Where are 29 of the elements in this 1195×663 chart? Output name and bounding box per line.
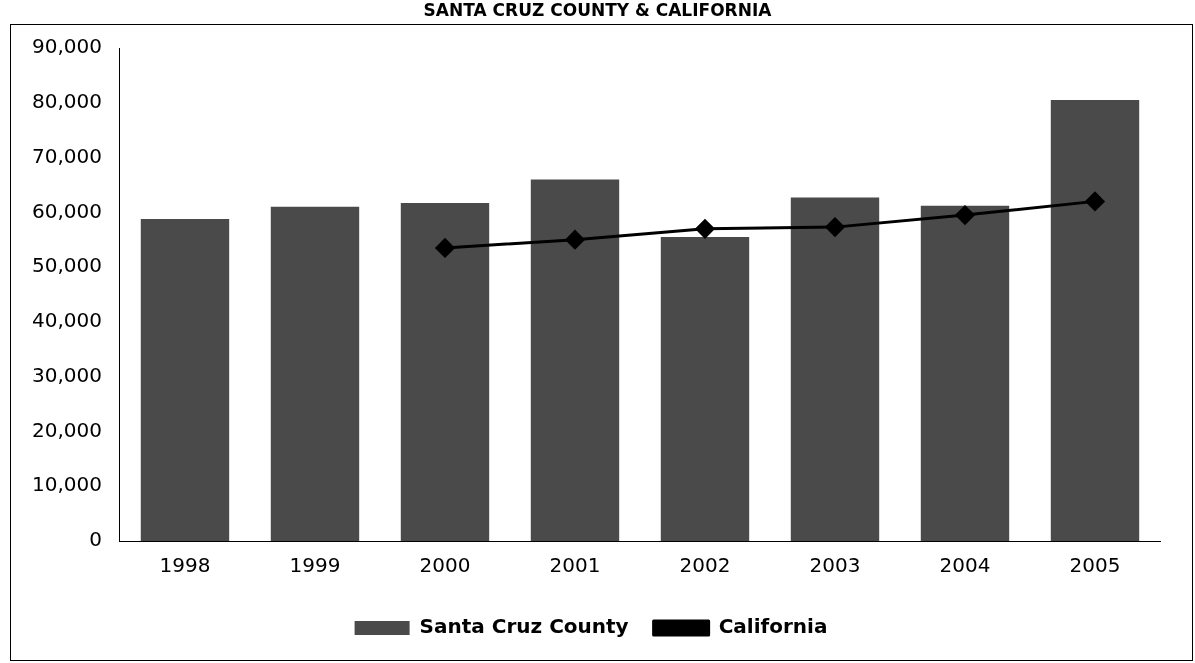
x-tick-label: 2002 bbox=[679, 553, 731, 578]
y-tick-label: 0 bbox=[89, 527, 102, 552]
x-tick-label: 2004 bbox=[939, 553, 991, 578]
x-tick-label: 2000 bbox=[419, 553, 471, 578]
legend-label: California bbox=[718, 614, 828, 639]
y-tick-label: 70,000 bbox=[32, 143, 102, 168]
x-tick-label: 1998 bbox=[159, 553, 211, 578]
x-tick-label: 2005 bbox=[1069, 553, 1121, 578]
chart-title: SANTA CRUZ COUNTY & CALIFORNIA bbox=[422, 0, 773, 20]
y-tick-label: 20,000 bbox=[32, 417, 102, 442]
bar bbox=[270, 206, 360, 541]
bar bbox=[400, 203, 490, 541]
y-tick-label: 40,000 bbox=[32, 308, 102, 333]
y-tick-label: 60,000 bbox=[32, 198, 102, 223]
y-tick-label: 50,000 bbox=[32, 253, 102, 278]
y-tick-label: 30,000 bbox=[32, 362, 102, 387]
y-tick-label: 10,000 bbox=[32, 472, 102, 497]
x-tick-label: 2003 bbox=[809, 553, 861, 578]
bar bbox=[790, 197, 880, 541]
y-tick-label: 90,000 bbox=[32, 34, 102, 59]
bar bbox=[920, 205, 1010, 541]
y-tick-label: 80,000 bbox=[32, 88, 102, 113]
bar bbox=[140, 218, 230, 541]
legend-label: Santa Cruz County bbox=[419, 614, 629, 639]
x-tick-label: 1999 bbox=[289, 553, 341, 578]
bar bbox=[1050, 100, 1140, 541]
bar bbox=[530, 179, 620, 541]
x-tick-label: 2001 bbox=[549, 553, 601, 578]
bar bbox=[660, 236, 750, 541]
